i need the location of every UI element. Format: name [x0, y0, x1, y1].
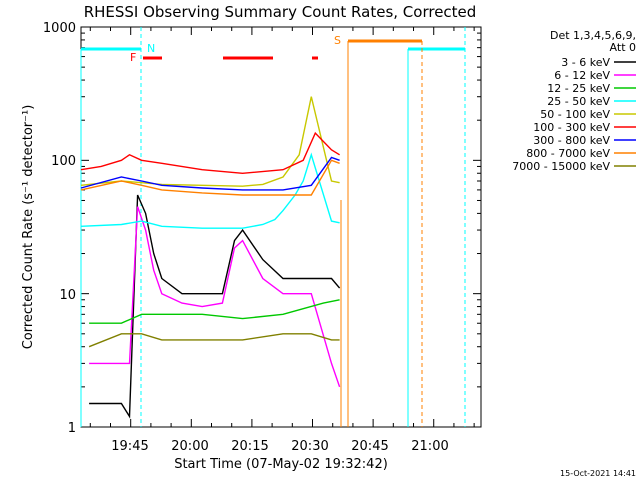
- saa-marker: S: [334, 34, 341, 47]
- series-line: [88, 333, 340, 348]
- legend-label: 300 - 800 keV: [533, 134, 610, 147]
- series-layer: [80, 96, 341, 419]
- series-line: [80, 131, 340, 175]
- observation-annotations: N F S: [81, 34, 465, 64]
- legend-label: 800 - 7000 keV: [526, 147, 610, 160]
- legend-label: 7000 - 15000 keV: [512, 160, 610, 173]
- series-line: [80, 156, 340, 191]
- legend-header: Det 1,3,4,5,6,9,: [550, 29, 636, 42]
- series-line: [80, 159, 340, 196]
- x-tick-label: 20:15: [231, 439, 268, 454]
- x-tick-label: 20:30: [291, 439, 328, 454]
- legend-header: Att 0: [610, 41, 636, 54]
- legend-label: 6 - 12 keV: [554, 69, 610, 82]
- x-tick-label: 20:45: [351, 439, 388, 454]
- y-tick-label: 1000: [43, 21, 76, 36]
- x-axis-label: Start Time (07-May-02 19:32:42): [174, 457, 388, 472]
- night-marker: N: [147, 42, 155, 55]
- y-tick-label: 1: [68, 421, 76, 436]
- series-line: [89, 206, 341, 388]
- legend-label: 3 - 6 keV: [561, 56, 610, 69]
- series-line: [80, 152, 340, 229]
- timestamp: 15-Oct-2021 14:41: [560, 469, 636, 478]
- y-tick-label: 10: [59, 288, 76, 303]
- legend-label: 100 - 300 keV: [533, 121, 610, 134]
- legend-label: 12 - 25 keV: [547, 82, 610, 95]
- y-axis-label: Corrected Count Rate (s⁻¹ detector⁻¹): [21, 105, 36, 350]
- series-line: [80, 96, 340, 187]
- axis-ticks: [81, 27, 481, 428]
- y-tick-label: 100: [51, 154, 76, 169]
- state-markers: [80, 27, 466, 427]
- x-tick-label: 19:45: [111, 439, 148, 454]
- series-line: [89, 299, 340, 324]
- legend-label: 50 - 100 keV: [540, 108, 610, 121]
- x-tick-label: 20:00: [171, 439, 208, 454]
- chart-title: RHESSI Observing Summary Count Rates, Co…: [84, 3, 477, 21]
- flare-marker: F: [130, 51, 136, 64]
- legend-label: 25 - 50 keV: [547, 95, 610, 108]
- x-tick-label: 21:00: [411, 439, 448, 454]
